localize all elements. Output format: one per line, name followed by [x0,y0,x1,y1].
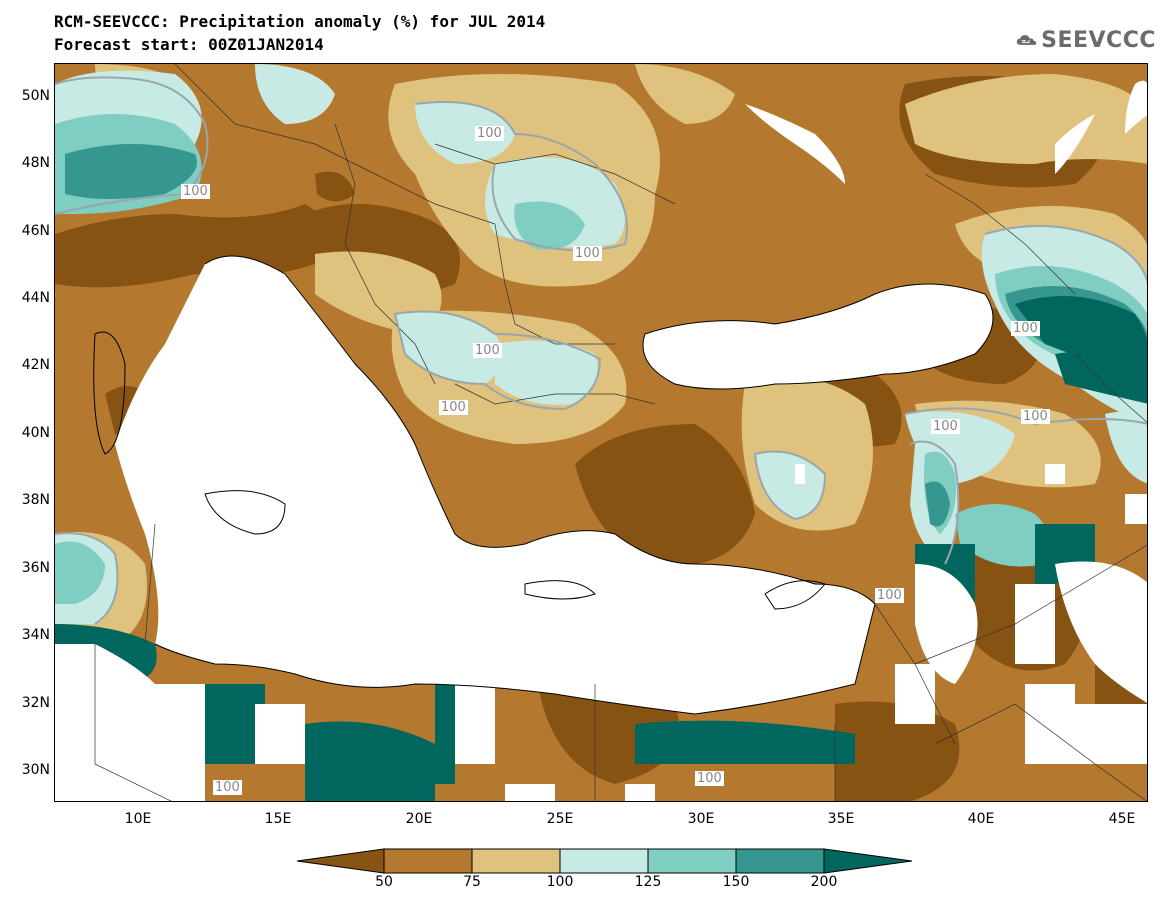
contour-label: 100 [875,588,904,603]
contour-label: 100 [695,771,724,786]
colorbar-swatch [559,848,649,874]
precipitation-anomaly-map: 100 100 100 100 100 100 100 100 100 100 … [54,63,1148,802]
contour-label: 100 [475,126,504,141]
lon-label-10e: 10E [124,811,152,827]
colorbar [296,848,913,878]
lat-label-36n: 36N [21,560,50,576]
colorbar-swatch [735,848,825,874]
map-title: RCM-SEEVCCC: Precipitation anomaly (%) f… [54,12,546,31]
country-borders [94,64,1147,801]
contour-label: 100 [181,184,210,199]
colorbar-swatch [647,848,737,874]
forecast-start: Forecast start: 00Z01JAN2014 [54,35,324,54]
colorbar-label: 50 [375,874,393,890]
contour-label: 100 [439,400,468,415]
cloud-icon [1016,35,1037,45]
colorbar-swatch [471,848,561,874]
colorbar-label: 200 [810,874,838,890]
colorbar-label: 125 [634,874,662,890]
contour-100 [55,76,1147,625]
colorbar-swatch [383,848,473,874]
lat-label-46n: 46N [21,223,50,239]
contour-label: 100 [1021,409,1050,424]
map-canvas [55,64,1147,801]
lon-label-40e: 40E [967,811,995,827]
colorbar-swatch [296,848,385,874]
lat-label-38n: 38N [21,492,50,508]
lat-label-34n: 34N [21,627,50,643]
lon-label-25e: 25E [546,811,574,827]
lon-label-15e: 15E [264,811,292,827]
lon-label-20e: 20E [405,811,433,827]
seevccc-logo: SEEVCCC [1016,22,1156,58]
lat-label-48n: 48N [21,155,50,171]
contour-label: 100 [1011,321,1040,336]
lat-label-30n: 30N [21,762,50,778]
lon-label-35e: 35E [827,811,855,827]
colorbar-label: 150 [722,874,750,890]
sea-mask [55,80,1147,801]
lon-label-30e: 30E [687,811,715,827]
logo-text: SEEVCCC [1041,27,1156,53]
lat-label-32n: 32N [21,695,50,711]
lat-label-50n: 50N [21,88,50,104]
colorbar-label: 100 [546,874,574,890]
lat-label-44n: 44N [21,290,50,306]
lat-label-42n: 42N [21,357,50,373]
colorbar-label: 75 [463,874,481,890]
colorbar-swatch [823,848,913,874]
contour-label: 100 [931,419,960,434]
coastlines [93,255,994,715]
lat-label-40n: 40N [21,425,50,441]
colorbar-swatches [296,848,913,874]
lon-label-45e: 45E [1108,811,1136,827]
contour-label: 100 [473,343,502,358]
contour-label: 100 [213,780,242,795]
contour-label: 100 [573,246,602,261]
